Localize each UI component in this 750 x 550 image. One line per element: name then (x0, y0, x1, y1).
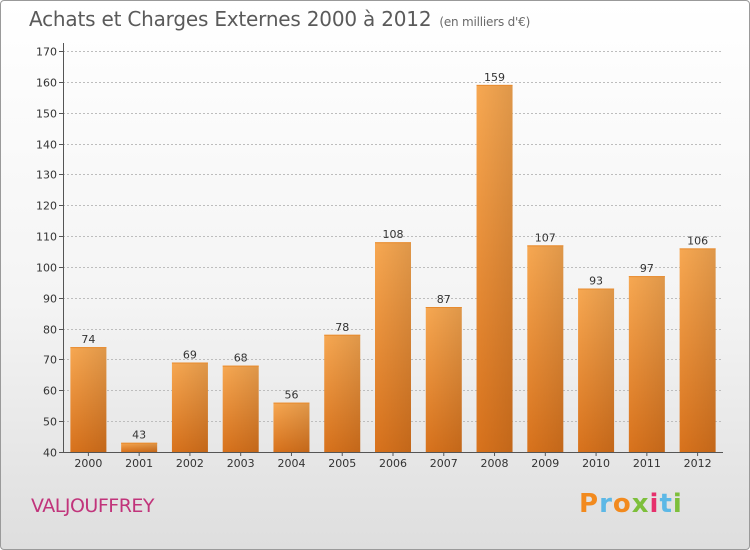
bar-shade (222, 365, 259, 452)
y-tick-label: 50 (43, 416, 57, 429)
y-tick-label: 140 (36, 139, 57, 152)
x-tick-label: 2012 (684, 457, 712, 470)
y-tick-label: 160 (36, 77, 57, 90)
y-tick-label: 100 (36, 262, 57, 275)
chart-title: Achats et Charges Externes 2000 à 2012 (e… (29, 7, 530, 31)
y-tick-label: 130 (36, 169, 57, 182)
data-label: 69 (183, 349, 197, 362)
x-tick-label: 2008 (481, 457, 509, 470)
bar-shade (324, 334, 361, 452)
data-label: 106 (687, 234, 708, 247)
data-label: 159 (484, 71, 505, 84)
y-tick-label: 90 (43, 293, 57, 306)
y-tick-label: 80 (43, 324, 57, 337)
bar-shade (425, 307, 462, 452)
bar-shade (578, 288, 615, 452)
x-tick-label: 2000 (74, 457, 102, 470)
data-label: 74 (81, 333, 95, 346)
bar-shade (273, 402, 310, 452)
logo-letter: i (649, 489, 660, 519)
data-label: 107 (535, 231, 556, 244)
logo-letter: x (631, 489, 650, 519)
bar-shade (476, 84, 513, 452)
x-tick-label: 2002 (176, 457, 204, 470)
proxiti-logo[interactable]: Proxiti (579, 489, 683, 519)
x-tick-label: 2006 (379, 457, 407, 470)
y-tick-label: 60 (43, 385, 57, 398)
data-label: 78 (335, 321, 349, 334)
logo-letter: o (612, 489, 632, 519)
x-tick-label: 2011 (633, 457, 661, 470)
data-label: 97 (640, 262, 654, 275)
x-tick-label: 2005 (328, 457, 356, 470)
x-tick-label: 2001 (125, 457, 153, 470)
x-tick-label: 2009 (531, 457, 559, 470)
bar-shade (121, 442, 158, 452)
x-tick-label: 2004 (277, 457, 305, 470)
data-label: 87 (437, 293, 451, 306)
data-label: 43 (132, 429, 146, 442)
chart-title-text: Achats et Charges Externes 2000 à 2012 (29, 7, 432, 31)
data-labels: 74 43 69 68 56 78 108 87 159 107 93 97 106 (81, 71, 708, 442)
bar-shade (527, 245, 564, 452)
data-label: 108 (383, 228, 404, 241)
logo-letter: r (599, 489, 613, 519)
commune-name: VALJOUFFREY (31, 495, 155, 517)
y-tick-label: 70 (43, 354, 57, 367)
x-tick-label: 2003 (227, 457, 255, 470)
bars (70, 84, 716, 452)
y-tick-label: 170 (36, 46, 57, 59)
y-tick-label: 40 (43, 447, 57, 460)
data-label: 93 (589, 275, 603, 288)
axes: 40 50 60 70 80 90 100 110 120 130 140 150 160 170 2000… (36, 43, 723, 470)
logo-letter: i (672, 489, 683, 519)
x-tick-label: 2007 (430, 457, 458, 470)
logo-letter: t (659, 489, 673, 519)
y-tick-label: 150 (36, 108, 57, 121)
data-label: 56 (284, 389, 298, 402)
bar-shade (70, 347, 107, 452)
bar-shade (171, 362, 208, 452)
y-tick-label: 110 (36, 231, 57, 244)
chart-subtitle: (en milliers d'€) (439, 15, 531, 29)
bar-shade (628, 276, 665, 452)
y-tick-label: 120 (36, 200, 57, 213)
bar-shade (375, 242, 411, 452)
x-tick-label: 2010 (582, 457, 610, 470)
data-label: 68 (234, 352, 248, 365)
logo-letter: P (579, 489, 600, 519)
bar-shade (679, 248, 716, 452)
